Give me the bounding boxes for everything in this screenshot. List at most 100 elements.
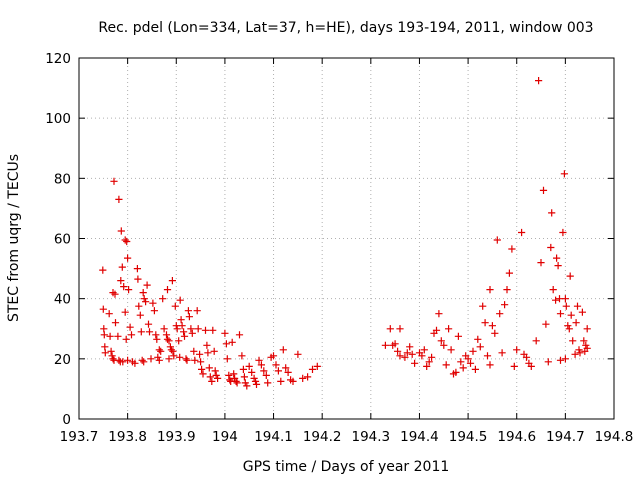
x-tick-label: 193.7 — [60, 429, 99, 445]
data-point — [232, 377, 240, 385]
data-point — [115, 356, 123, 364]
data-point — [180, 328, 188, 336]
data-point — [403, 349, 411, 357]
data-point — [171, 302, 179, 310]
data-point — [120, 283, 128, 291]
data-point — [114, 332, 122, 340]
data-point — [194, 325, 202, 333]
y-tick-label: 100 — [45, 111, 71, 127]
data-point — [518, 228, 526, 237]
data-point — [255, 356, 263, 364]
data-point — [150, 307, 158, 315]
data-point — [304, 373, 312, 381]
data-point — [486, 286, 494, 294]
data-point — [168, 277, 176, 285]
data-point — [122, 335, 130, 343]
data-point — [532, 337, 540, 345]
data-point — [190, 347, 198, 355]
data-point — [457, 358, 465, 366]
data-point — [160, 325, 168, 333]
data-point — [144, 320, 153, 328]
data-point — [269, 352, 278, 360]
data-point — [576, 349, 584, 357]
data-point — [222, 340, 230, 348]
y-tick-label: 20 — [54, 352, 71, 368]
data-point — [556, 310, 565, 318]
data-point — [139, 289, 147, 297]
data-point — [124, 254, 132, 262]
data-point — [137, 328, 145, 336]
data-point — [193, 307, 201, 315]
y-axis-label: STEC from uqrg / TECUs — [6, 154, 22, 322]
data-point — [175, 337, 183, 345]
data-point — [445, 325, 453, 333]
data-point — [180, 332, 189, 340]
data-point — [163, 335, 172, 343]
y-tick-label: 40 — [54, 292, 71, 308]
data-point — [580, 337, 588, 345]
data-point — [152, 331, 160, 339]
data-point — [147, 355, 155, 363]
data-point — [428, 353, 436, 361]
data-point — [282, 364, 290, 372]
data-point — [169, 347, 177, 355]
data-point — [208, 377, 216, 385]
data-point — [214, 374, 222, 382]
data-point — [177, 316, 185, 324]
data-point — [544, 358, 552, 366]
data-point — [501, 301, 509, 309]
data-point — [508, 245, 516, 253]
data-point — [209, 326, 217, 334]
data-point — [440, 341, 448, 349]
data-point — [99, 266, 107, 274]
x-tick-label: 194.8 — [595, 429, 634, 445]
data-point — [187, 325, 195, 333]
data-point — [99, 305, 107, 313]
data-point — [569, 337, 577, 345]
data-point — [257, 361, 265, 369]
data-point — [437, 337, 445, 345]
data-point — [203, 341, 211, 349]
data-point — [476, 343, 484, 351]
data-point — [170, 352, 178, 360]
data-point — [165, 337, 173, 345]
data-point — [101, 349, 109, 357]
data-point — [188, 329, 196, 337]
data-point — [109, 355, 117, 363]
data-point — [245, 362, 253, 370]
data-point — [210, 347, 218, 355]
data-point — [432, 326, 441, 334]
data-point — [225, 371, 233, 379]
data-point — [396, 352, 404, 360]
data-point — [474, 335, 482, 343]
y-tick-label: 120 — [45, 51, 71, 67]
x-tick-label: 193.9 — [157, 429, 196, 445]
data-point — [111, 319, 120, 327]
data-point — [191, 356, 199, 364]
data-point — [394, 347, 402, 355]
data-point — [163, 286, 172, 294]
data-point — [279, 346, 287, 354]
data-point — [553, 254, 561, 262]
data-point — [503, 286, 511, 294]
data-point — [537, 259, 545, 267]
data-point — [583, 344, 591, 352]
axis-ticks: 0 20 40 60 80 100 120 193.7 193.8 193.9 194 194.1 19… — [45, 51, 633, 445]
x-tick-label: 194.2 — [303, 429, 342, 445]
data-point — [252, 380, 261, 388]
x-tick-label: 193.8 — [108, 429, 147, 445]
data-point — [119, 358, 127, 366]
data-point — [418, 352, 426, 360]
data-point — [566, 272, 574, 280]
data-point — [205, 364, 213, 372]
data-point — [522, 353, 531, 361]
data-point — [184, 307, 192, 315]
data-point — [127, 331, 136, 339]
data-point — [565, 325, 573, 333]
data-point — [549, 286, 557, 294]
data-point — [408, 350, 416, 358]
data-point — [556, 356, 565, 364]
data-point — [124, 356, 132, 364]
data-point — [138, 356, 146, 364]
